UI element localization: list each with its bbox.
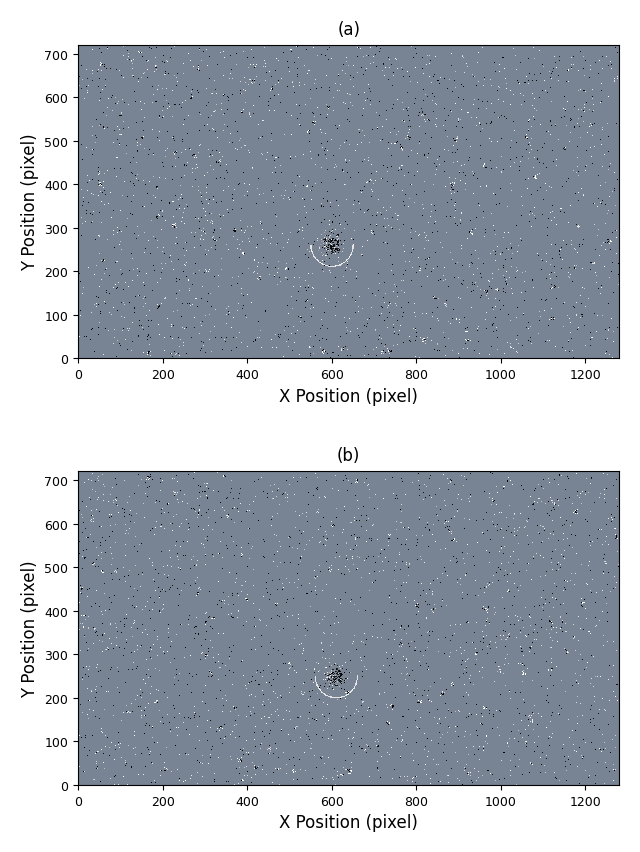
X-axis label: X Position (pixel): X Position (pixel): [279, 387, 418, 406]
X-axis label: X Position (pixel): X Position (pixel): [279, 813, 418, 832]
Title: (a): (a): [337, 20, 360, 39]
Title: (b): (b): [337, 446, 360, 465]
Y-axis label: Y Position (pixel): Y Position (pixel): [21, 134, 39, 271]
Y-axis label: Y Position (pixel): Y Position (pixel): [21, 560, 39, 697]
